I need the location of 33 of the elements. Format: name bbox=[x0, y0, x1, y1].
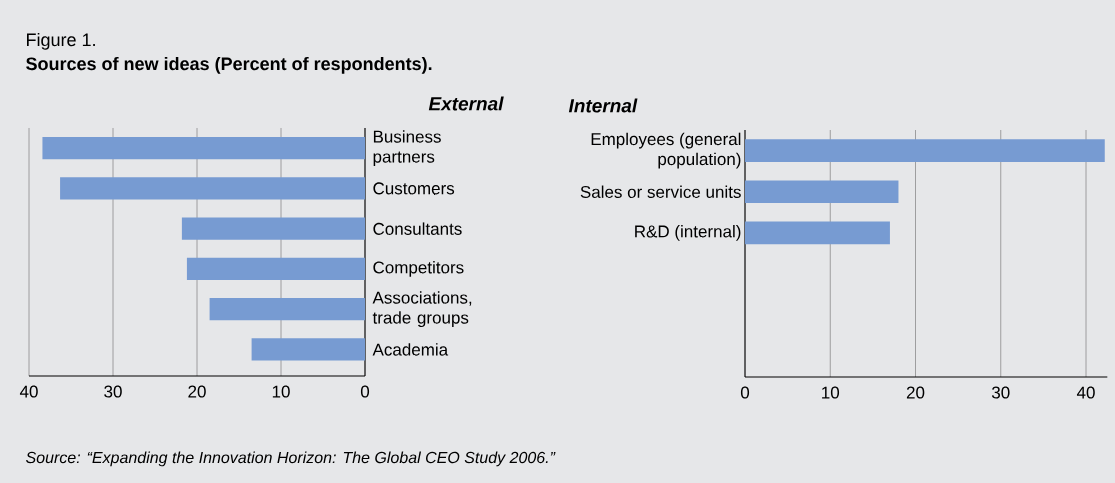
bar bbox=[60, 177, 365, 200]
y-tick-label: R&D (internal) bbox=[635, 225, 741, 241]
bar bbox=[42, 137, 365, 160]
x-tick-label: 10 bbox=[822, 386, 840, 399]
x-tick-label: 0 bbox=[360, 385, 370, 398]
source-note: Sources of new ideas (Percent of respondents). bbox=[26, 56, 432, 74]
text: External bbox=[428, 96, 504, 111]
x-tick-label: 20 bbox=[906, 386, 925, 399]
bar bbox=[251, 338, 365, 361]
bar bbox=[186, 257, 365, 280]
bar bbox=[745, 180, 899, 204]
bar bbox=[745, 221, 890, 245]
chart-title: Internal bbox=[568, 98, 638, 113]
x-tick-label: 10 bbox=[272, 385, 290, 398]
y-tick-label: Employees (general population) bbox=[591, 132, 741, 169]
x-tick-label: 0 bbox=[740, 386, 750, 399]
y-tick-label: Academia bbox=[372, 343, 449, 356]
y-tick-label: Consultants bbox=[373, 222, 462, 235]
y-tick-label: Competitors bbox=[373, 260, 464, 277]
x-tick-label: 30 bbox=[991, 386, 1010, 399]
x-tick-label: 20 bbox=[188, 385, 206, 398]
x-tick-label: 40 bbox=[1076, 386, 1095, 399]
caption: Figure 1. bbox=[27, 32, 95, 50]
x-tick-label: 40 bbox=[19, 385, 38, 398]
y-tick-label: Sales or service units bbox=[580, 185, 741, 199]
source-note: Source: “Expanding the Innovation Horizon: The Global CEO Study 2006.” bbox=[26, 451, 556, 467]
bar bbox=[745, 139, 1105, 162]
y-tick-label: Business partners bbox=[373, 130, 441, 167]
y-tick-label: Associations, trade groups bbox=[372, 291, 472, 328]
y-tick-label: Customers bbox=[373, 182, 455, 195]
bar bbox=[181, 217, 365, 240]
x-tick-label: 30 bbox=[104, 385, 122, 398]
bar bbox=[209, 298, 365, 321]
